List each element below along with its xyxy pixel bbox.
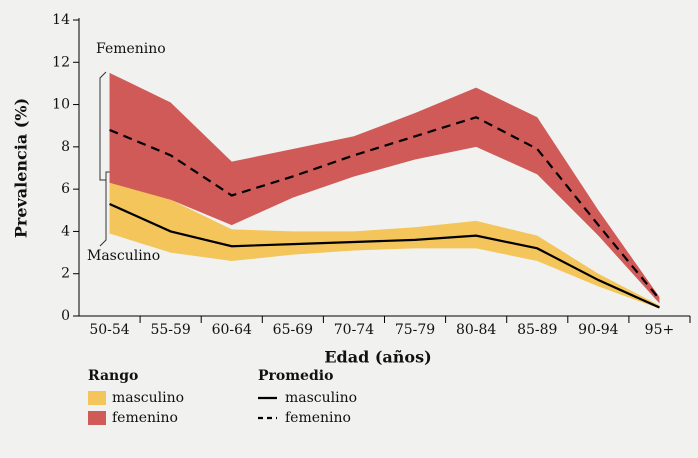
x-tick-label: 50-54: [89, 322, 129, 338]
x-tick-label: 90-94: [578, 322, 618, 338]
legend-title: Rango: [88, 368, 138, 384]
y-tick-label: 14: [52, 12, 70, 28]
legend-swatch: [88, 411, 106, 425]
x-tick-label: 75-79: [395, 322, 435, 338]
y-tick-label: 12: [52, 54, 70, 70]
annotation: Femenino: [96, 41, 166, 57]
legend-label: masculino: [285, 390, 357, 406]
y-tick-label: 2: [61, 266, 70, 282]
x-tick-label: 70-74: [334, 322, 374, 338]
y-tick-label: 8: [61, 139, 70, 155]
mean-line: [109, 202, 660, 309]
x-tick-label: 55-59: [150, 322, 190, 338]
x-tick-label: 65-69: [273, 322, 313, 338]
legend-title: Promedio: [258, 368, 333, 384]
range-area: [109, 72, 660, 304]
annotation: Masculino: [87, 248, 160, 264]
range-area: [109, 170, 660, 309]
y-tick-label: 6: [61, 181, 70, 197]
x-tick-label: 60-64: [212, 322, 252, 338]
legend-label: masculino: [112, 390, 184, 406]
legend-label: femenino: [112, 410, 178, 426]
x-axis-label: Edad (años): [324, 348, 431, 367]
y-tick-label: 0: [61, 308, 70, 324]
x-tick-label: 80-84: [456, 322, 496, 338]
legend-swatch: [88, 391, 106, 405]
y-tick-label: 4: [61, 223, 70, 239]
x-tick-label: 95+: [645, 322, 675, 338]
y-tick-label: 10: [52, 97, 70, 113]
y-axis-label: Prevalencia (%): [12, 98, 31, 238]
bracket: [99, 171, 112, 247]
legend-label: femenino: [285, 410, 351, 426]
mean-line: [109, 116, 661, 300]
bracket: [99, 71, 107, 181]
x-tick-label: 85-89: [517, 322, 557, 338]
